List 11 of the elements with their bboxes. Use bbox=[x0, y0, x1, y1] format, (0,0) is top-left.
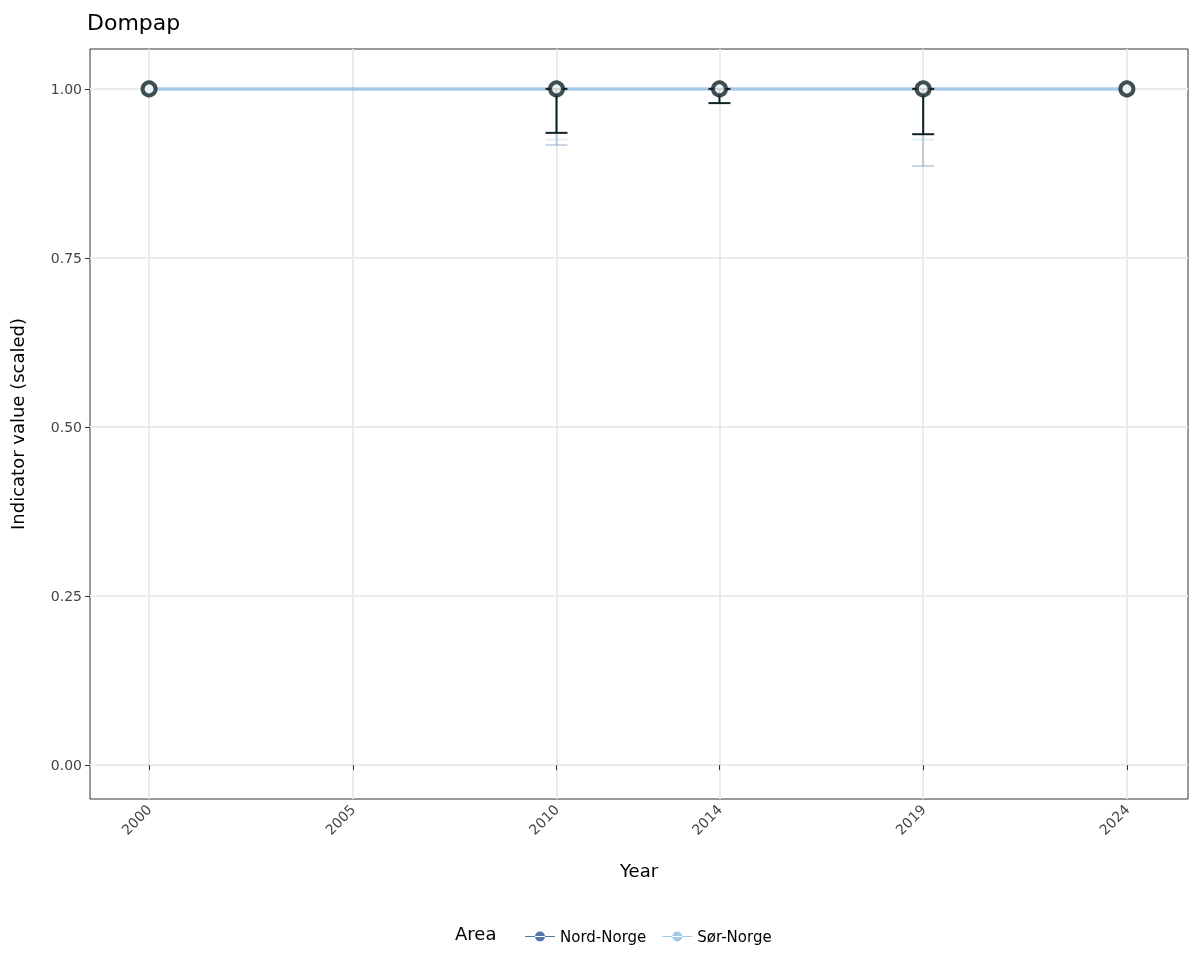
legend-label: Sør-Norge bbox=[697, 927, 772, 946]
x-axis-title: Year bbox=[618, 859, 659, 881]
y-tick-label: 0.00 bbox=[50, 757, 82, 774]
y-axis-title: Indicator value (scaled) bbox=[6, 317, 28, 531]
y-tick-label: 0.25 bbox=[50, 588, 82, 605]
y-tick-label: 1.00 bbox=[50, 80, 82, 97]
y-tick-label: 0.50 bbox=[50, 419, 82, 436]
y-tick-label: 0.75 bbox=[50, 249, 82, 266]
chart-title: Dompap bbox=[87, 9, 181, 35]
legend-title: Area bbox=[455, 922, 497, 944]
legend-label: Nord-Norge bbox=[560, 927, 647, 946]
